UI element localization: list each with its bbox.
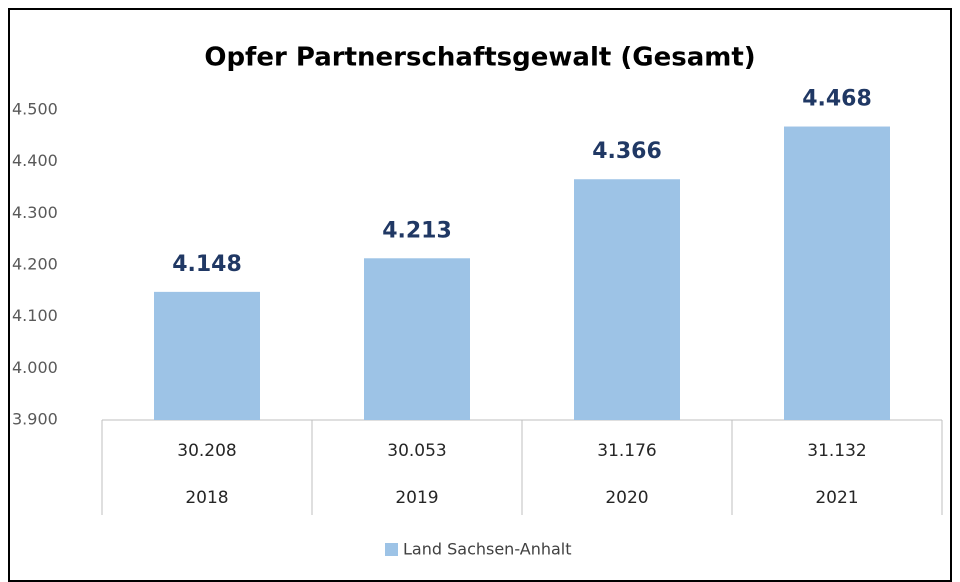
y-tick-label: 4.500 bbox=[12, 100, 58, 119]
data-label: 4.148 bbox=[172, 252, 242, 277]
x-tick-label: 2020 bbox=[605, 488, 648, 508]
data-label: 4.366 bbox=[592, 139, 662, 164]
bar bbox=[784, 126, 890, 421]
data-label: 4.468 bbox=[802, 87, 872, 112]
x-tick-label: 2019 bbox=[395, 488, 438, 508]
y-tick-label: 4.300 bbox=[12, 203, 58, 222]
legend-swatch bbox=[385, 543, 398, 556]
y-tick-label: 3.900 bbox=[12, 410, 58, 429]
y-tick-label: 4.100 bbox=[12, 306, 58, 325]
bar bbox=[364, 258, 470, 420]
table-cell: 31.176 bbox=[597, 441, 656, 461]
legend-label: Land Sachsen-Anhalt bbox=[403, 540, 572, 559]
y-tick-label: 4.400 bbox=[12, 151, 58, 170]
y-tick-label: 4.200 bbox=[12, 255, 58, 274]
x-tick-label: 2018 bbox=[185, 488, 228, 508]
data-label: 4.213 bbox=[382, 218, 452, 243]
x-tick-label: 2021 bbox=[815, 488, 858, 508]
y-tick-label: 4.000 bbox=[12, 358, 58, 377]
bar bbox=[154, 291, 260, 420]
chart-title: Opfer Partnerschaftsgewalt (Gesamt) bbox=[204, 43, 755, 73]
table-cell: 31.132 bbox=[807, 441, 866, 461]
bar bbox=[574, 179, 680, 420]
table-cell: 30.053 bbox=[387, 441, 446, 461]
table-cell: 30.208 bbox=[177, 441, 236, 461]
